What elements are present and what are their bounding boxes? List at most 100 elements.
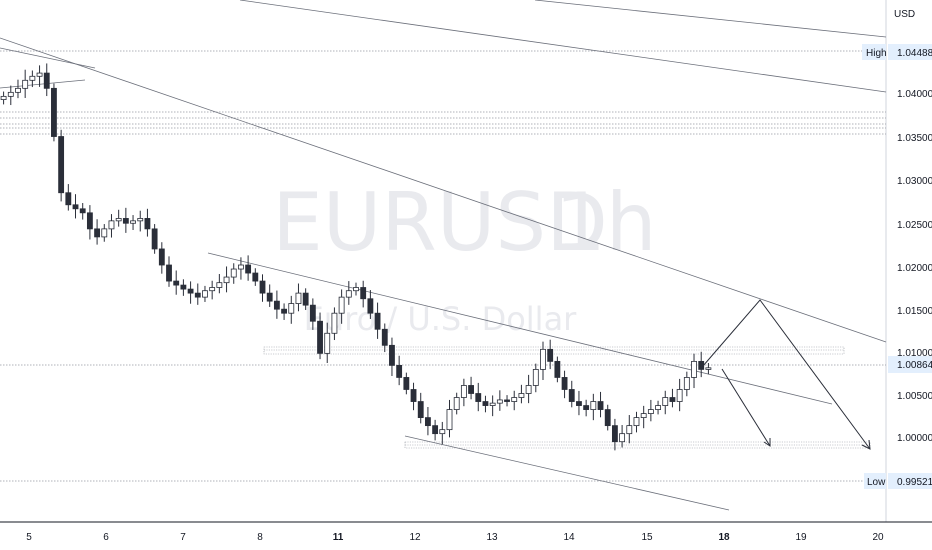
candle-body xyxy=(209,287,216,292)
price-axis[interactable]: USD 1.04000 1.03500 1.03000 1.02500 1.02… xyxy=(862,9,932,489)
candle-body xyxy=(389,344,395,366)
high-badge xyxy=(888,44,932,60)
y-tick-4: 1.02000 xyxy=(897,263,932,274)
candle-body xyxy=(453,397,460,410)
candle-body xyxy=(302,292,309,306)
bullish-arrow-head xyxy=(861,439,871,450)
x-tick-4: 11 xyxy=(333,532,344,543)
candle-body xyxy=(166,264,172,282)
candle-body xyxy=(525,385,532,394)
candle-body xyxy=(655,405,661,410)
candle-body xyxy=(7,91,14,97)
candle-body xyxy=(619,433,626,443)
candle-body xyxy=(360,287,367,300)
candle-body xyxy=(425,417,431,427)
candle-body xyxy=(626,425,633,435)
candle-body xyxy=(65,192,72,206)
candle-body xyxy=(568,389,575,402)
candle-body xyxy=(0,95,7,100)
candle-body xyxy=(158,248,165,266)
x-tick-7: 14 xyxy=(563,532,575,543)
candle-body xyxy=(173,280,180,286)
candle-body xyxy=(482,401,489,406)
candle-body xyxy=(611,425,618,443)
x-tick-1: 6 xyxy=(103,532,109,543)
candle-body xyxy=(144,218,151,230)
candle-body xyxy=(353,287,359,292)
candle-body xyxy=(288,303,295,314)
candle-body xyxy=(137,218,144,222)
candle-body xyxy=(597,401,604,410)
candle-body xyxy=(101,228,108,238)
candle-body xyxy=(446,409,453,431)
bearish-arrow-head xyxy=(763,438,771,447)
y-tick-8: 1.00000 xyxy=(897,433,932,444)
x-tick-0: 5 xyxy=(26,532,32,543)
candle-body xyxy=(266,292,273,302)
candle-body xyxy=(252,272,259,282)
candle-body xyxy=(698,360,705,370)
x-tick-2: 7 xyxy=(180,532,186,543)
candle-body xyxy=(22,79,29,89)
candle-body xyxy=(345,290,352,298)
candle-body xyxy=(331,312,338,334)
time-axis[interactable]: 5 6 7 8 11 12 13 14 15 18 19 20 xyxy=(26,532,884,543)
candle-body xyxy=(51,87,57,137)
candle-body xyxy=(281,308,287,314)
channel-upper xyxy=(207,252,833,405)
candle-body xyxy=(309,304,316,322)
candle-body xyxy=(72,204,79,210)
candle-body xyxy=(194,292,201,298)
trendline-small xyxy=(0,79,86,89)
low-badge-label: Low xyxy=(867,477,886,488)
watermark-symbol: EURUSD xyxy=(272,176,608,269)
candle-body xyxy=(554,360,561,378)
candle-body xyxy=(403,377,410,390)
candle-body xyxy=(590,401,597,410)
trendline-top-2 xyxy=(534,0,887,38)
trendline-long-desc xyxy=(0,37,887,343)
low-badge-left xyxy=(864,473,886,489)
candle-body xyxy=(273,300,280,310)
candle-body xyxy=(583,405,590,410)
candle-body xyxy=(122,218,129,224)
candle-body xyxy=(295,292,302,304)
y-tick-3: 1.02500 xyxy=(897,220,932,231)
y-tick-2: 1.03000 xyxy=(897,176,932,187)
candle-body xyxy=(460,385,467,398)
last-price-badge xyxy=(888,356,932,373)
candle-body xyxy=(151,228,158,250)
candle-body xyxy=(604,409,611,427)
zone-lines xyxy=(263,346,871,449)
high-badge-left xyxy=(862,44,886,60)
high-badge-label: High xyxy=(866,48,887,59)
candle-body xyxy=(561,377,568,390)
candle-body xyxy=(683,377,690,390)
candle-body xyxy=(468,385,474,394)
candle-body xyxy=(180,284,187,290)
candle-body xyxy=(58,136,65,194)
candle-body xyxy=(705,367,712,370)
y-tick-1: 1.03500 xyxy=(897,133,932,144)
candle-body xyxy=(187,288,194,294)
candle-body xyxy=(669,397,676,402)
candle-body xyxy=(417,401,424,418)
channel-lower xyxy=(404,435,730,511)
watermark-interval: 1h xyxy=(555,176,657,269)
trendline-upper-left xyxy=(0,47,96,69)
candle-body xyxy=(216,282,223,288)
currency-label: USD xyxy=(894,9,915,20)
x-tick-6: 13 xyxy=(486,532,498,543)
projection-arrows xyxy=(702,299,871,450)
candle-body xyxy=(640,413,647,419)
candle-body xyxy=(691,360,697,378)
low-badge xyxy=(888,473,932,489)
x-tick-11: 20 xyxy=(872,532,884,543)
candle-body xyxy=(504,399,510,402)
candle-body xyxy=(324,332,331,354)
candle-body xyxy=(475,393,482,402)
x-tick-9: 18 xyxy=(718,532,730,543)
candle-body xyxy=(15,87,21,93)
x-tick-10: 19 xyxy=(795,532,807,543)
